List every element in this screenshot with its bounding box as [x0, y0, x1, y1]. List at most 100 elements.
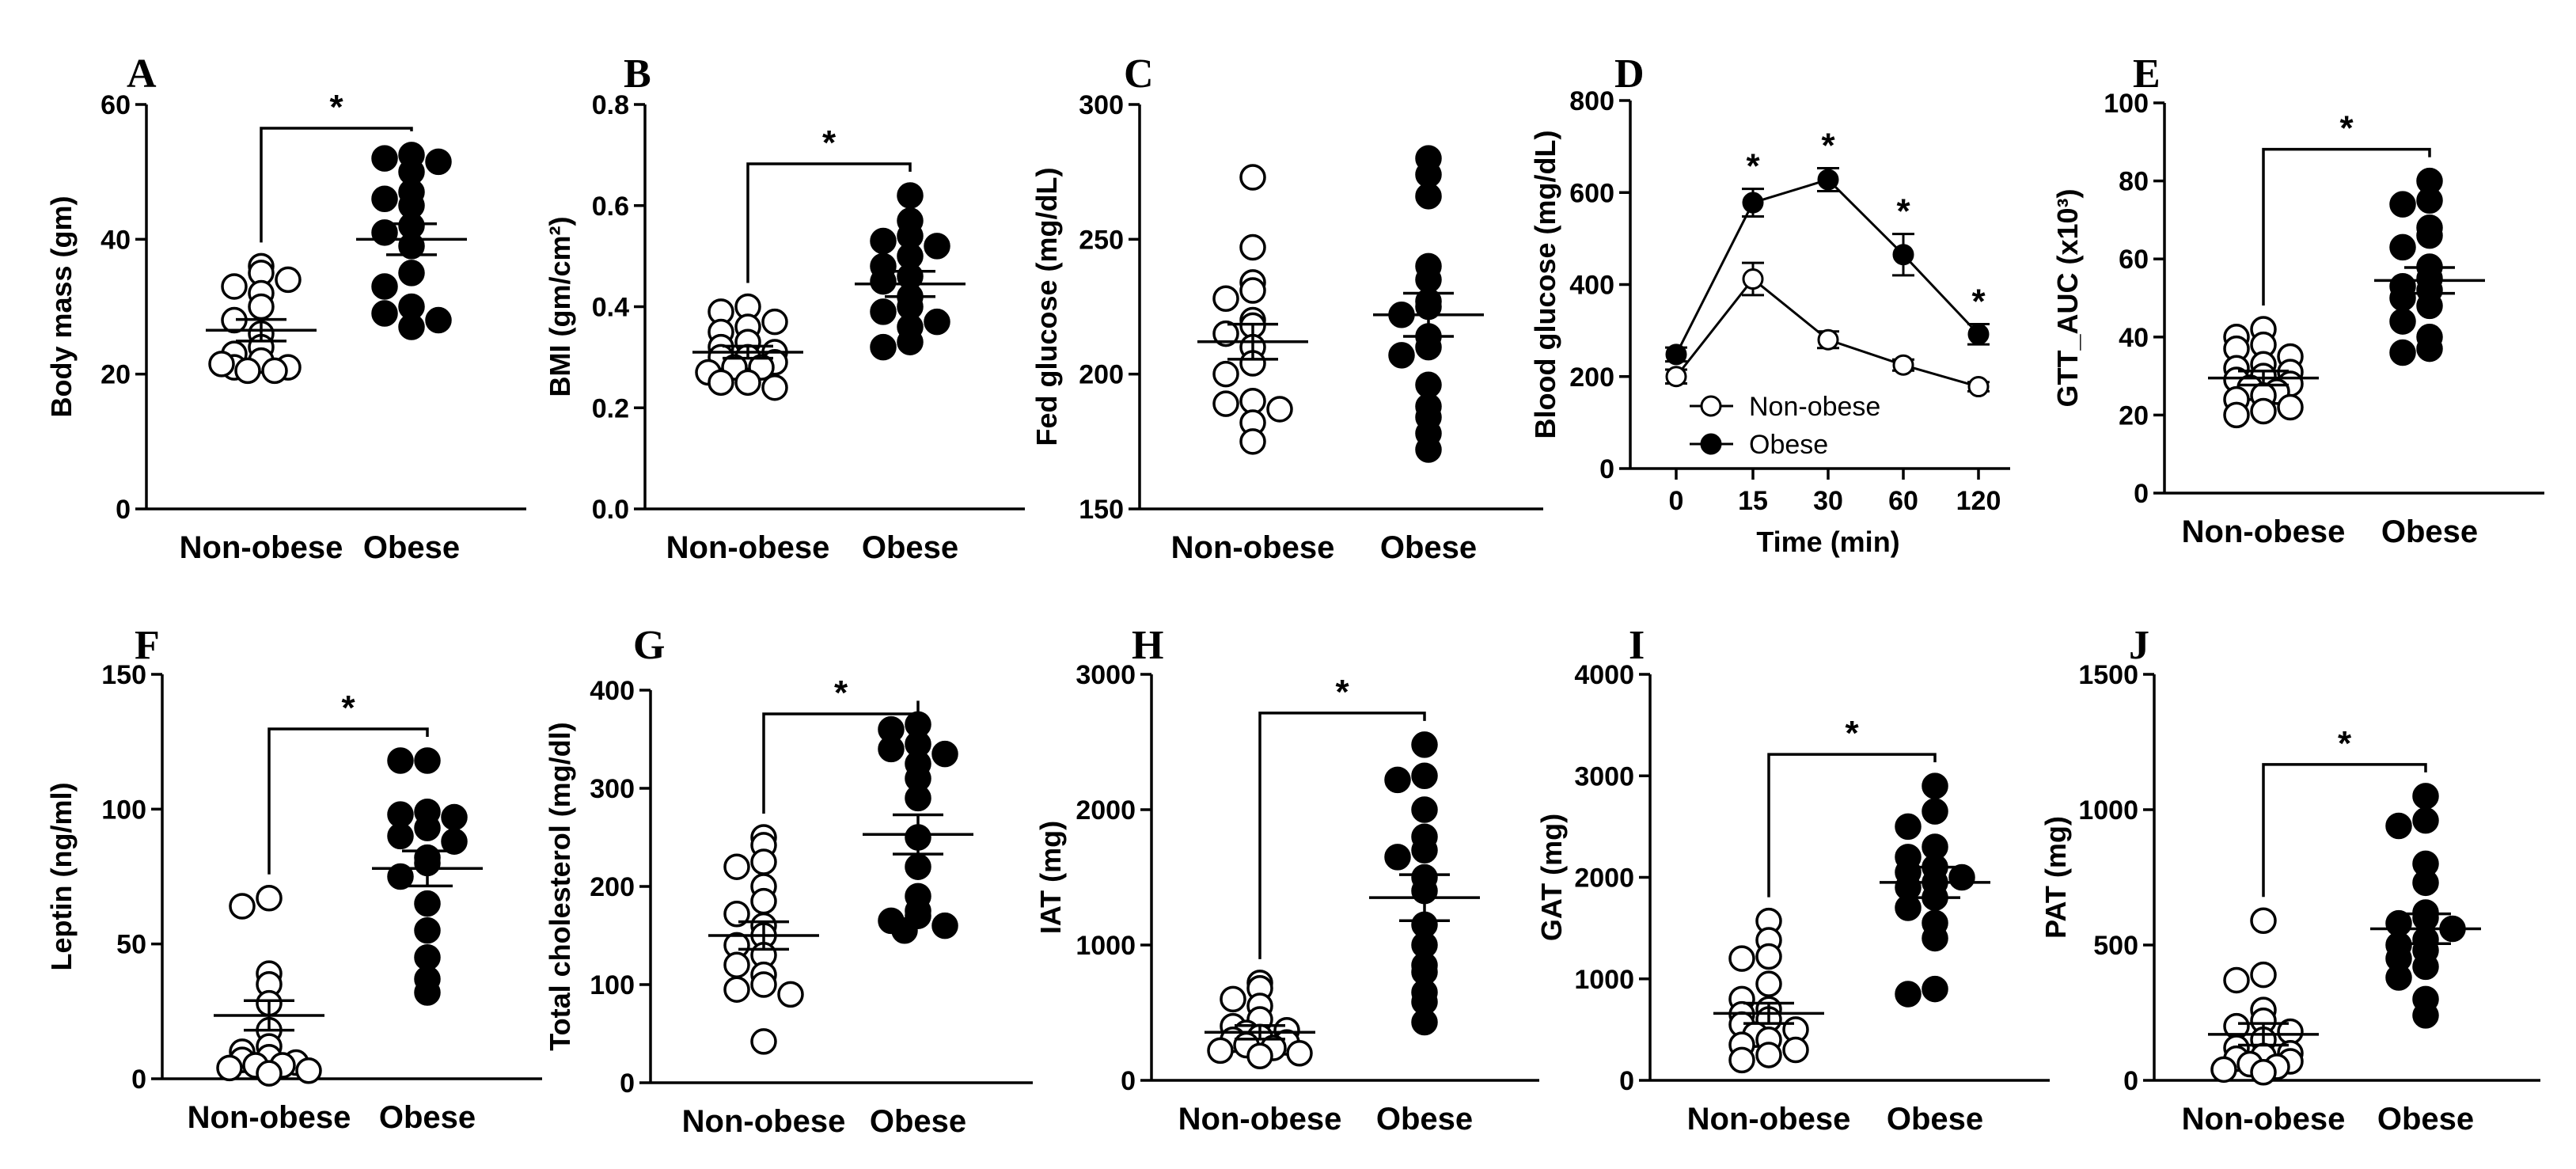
significance-bracket: [260, 127, 413, 243]
data-point: [1411, 731, 1438, 758]
y-tick-label: 150: [101, 660, 146, 690]
data-point: [2412, 783, 2439, 810]
data-point: [761, 374, 788, 401]
significance-marker: *: [1821, 126, 1835, 165]
significance-marker: *: [1335, 673, 1349, 712]
x-category-label: Obese: [1887, 1102, 1983, 1137]
panel-letter-b: B: [624, 51, 651, 97]
y-tick-label: 250: [1079, 225, 1124, 255]
data-point: [1411, 796, 1438, 823]
data-point: [1415, 266, 1442, 294]
data-point: [414, 747, 441, 774]
x-tick-label: 15: [1738, 486, 1768, 516]
panel-letter-e: E: [2133, 51, 2161, 97]
data-point: [1286, 1040, 1313, 1067]
data-point: [1415, 371, 1442, 399]
panel-a: A 0 20 40 60 Body mass (gm) Non-obese Obese *: [45, 51, 526, 565]
panel-c: C 150 200 250 300 Fed glucose (mg/dL) Non-obes…: [1030, 51, 1543, 565]
data-point: [2389, 308, 2416, 335]
data-point: [1411, 1008, 1438, 1036]
data-point: [1384, 844, 1411, 871]
y-tick-label: 400: [590, 676, 635, 706]
y-tick-label: 200: [1079, 360, 1124, 390]
data-point: [1742, 192, 1764, 214]
x-category-label: Obese: [363, 530, 460, 565]
data-point: [1817, 169, 1839, 191]
x-category-label: Obese: [1376, 1102, 1473, 1137]
data-point: [2416, 335, 2443, 362]
data-point: [387, 747, 414, 774]
data-point: [414, 979, 441, 1006]
y-tick-label: 1500: [2078, 660, 2138, 690]
data-point: [1967, 323, 1990, 345]
data-point: [229, 893, 256, 920]
y-tick-label: 800: [1569, 86, 1614, 116]
y-axis-title: Body mass (gm): [45, 195, 78, 417]
y-tick-label: 3000: [1076, 660, 1136, 690]
data-point: [1895, 894, 1922, 921]
data-point: [414, 917, 441, 944]
data-point: [897, 328, 924, 355]
data-point: [2412, 869, 2439, 897]
data-point: [761, 308, 788, 336]
y-tick-label: 40: [2119, 323, 2149, 353]
data-point: [2385, 812, 2412, 840]
data-point: [1212, 360, 1239, 388]
data-point: [2223, 401, 2250, 429]
y-tick-label: 1000: [2078, 795, 2138, 826]
data-point: [1922, 924, 1948, 952]
data-point: [1922, 975, 1948, 1003]
panel-letter-d: D: [1614, 51, 1645, 97]
data-point: [256, 1060, 283, 1087]
significance-bracket: [746, 162, 912, 283]
data-point: [1922, 798, 1948, 825]
data-point: [414, 943, 441, 971]
x-category-label: Non-obese: [1171, 530, 1335, 565]
data-point: [2277, 393, 2304, 421]
y-tick-label: 60: [2119, 245, 2149, 275]
x-category-label: Obese: [870, 1104, 966, 1139]
x-tick-label: 120: [1956, 486, 2001, 516]
data-point: [1755, 970, 1782, 997]
y-tick-label: 0: [1599, 454, 1614, 484]
legend-label: Non-obese: [1749, 392, 1880, 422]
data-point: [425, 148, 452, 176]
data-point: [371, 145, 398, 172]
y-tick-label: 60: [101, 90, 131, 120]
data-point: [2416, 222, 2443, 249]
significance-marker: *: [834, 674, 848, 712]
x-category-label: Non-obese: [180, 530, 343, 565]
panel-j: J 0 500 1000 1500 PAT (mg) Non-obese Obese *: [2039, 623, 2540, 1137]
data-point: [275, 266, 302, 294]
data-point: [870, 298, 897, 325]
x-category-label: Non-obese: [1178, 1102, 1342, 1137]
panel-d: D 0 200 400 600 800 Blood glucose (mg/dL) 0 15 30…: [1529, 51, 2010, 558]
y-tick-label: 200: [1569, 362, 1614, 393]
y-tick-label: 0: [1121, 1066, 1136, 1096]
data-point: [905, 853, 931, 880]
data-point: [387, 801, 414, 828]
y-tick-label: 0.6: [592, 192, 629, 222]
y-tick-label: 150: [1079, 495, 1124, 525]
y-tick-label: 0.4: [592, 293, 629, 323]
x-category-label: Obese: [862, 530, 958, 565]
panel-b: B 0.0 0.2 0.4 0.6 0.8 BMI (gm/cm²) Non-obese Obe…: [544, 51, 1025, 565]
y-axis-title: GAT (mg): [1535, 814, 1568, 941]
y-axis-title: GTT_AUC (x10³): [2051, 188, 2084, 407]
data-point: [216, 1054, 243, 1082]
y-axis-title: Leptin (ng/ml): [45, 783, 78, 971]
panel-letter-h: H: [1132, 623, 1163, 668]
data-point: [2250, 907, 2277, 934]
data-point: [1892, 244, 1914, 266]
data-point: [1415, 333, 1442, 361]
y-tick-label: 100: [101, 795, 146, 825]
legend-marker: [1700, 433, 1722, 455]
data-point: [2389, 233, 2416, 261]
data-point: [1415, 183, 1442, 210]
data-point: [905, 784, 931, 812]
y-tick-label: 600: [1569, 178, 1614, 208]
data-point: [2389, 284, 2416, 312]
y-tick-label: 20: [2119, 400, 2149, 431]
data-point: [750, 1028, 777, 1055]
panel-i: I 0 1000 2000 3000 4000 GAT (mg) Non-obese Obese…: [1535, 623, 2050, 1137]
